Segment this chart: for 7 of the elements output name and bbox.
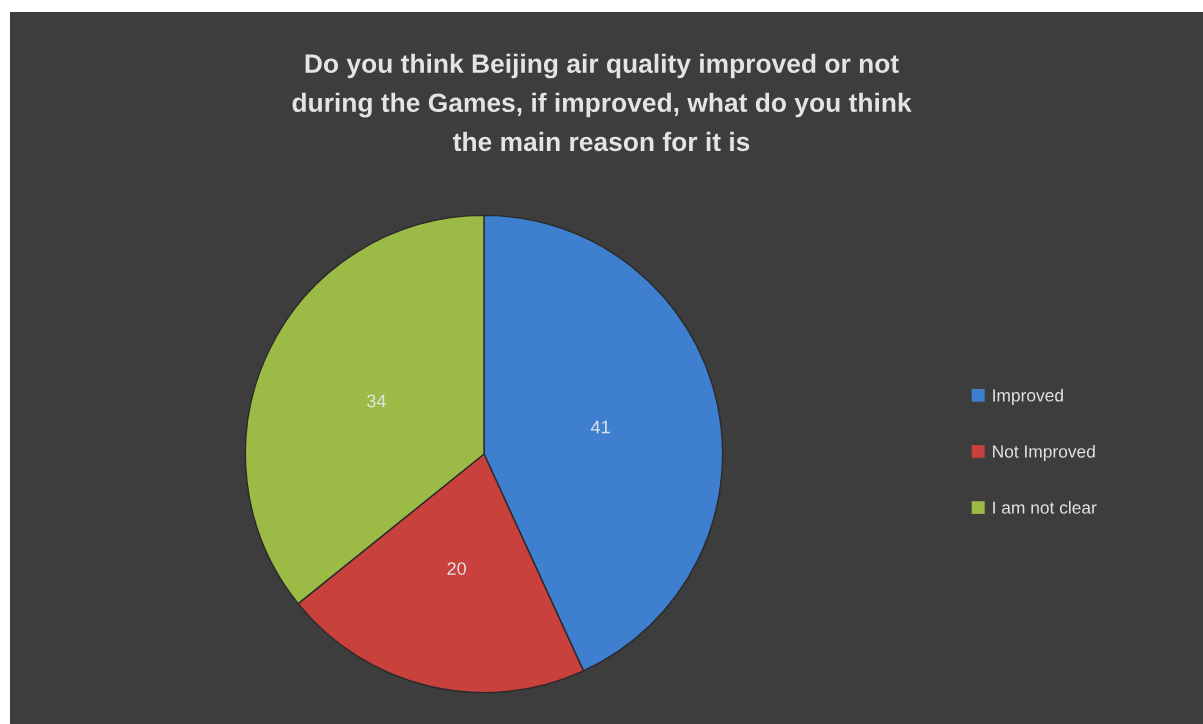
legend-label: Not Improved (993, 444, 1095, 462)
chart-title: Do you think Beijing air quality improved or not during the Games, if improved, what do you think the main reason for it is (292, 53, 912, 152)
data-label: 41 (590, 420, 610, 434)
data-label: 34 (367, 394, 386, 408)
legend-label: I am not clear (993, 501, 1097, 514)
data-label: 20 (447, 562, 466, 575)
legend-label: Improved (993, 388, 1063, 405)
